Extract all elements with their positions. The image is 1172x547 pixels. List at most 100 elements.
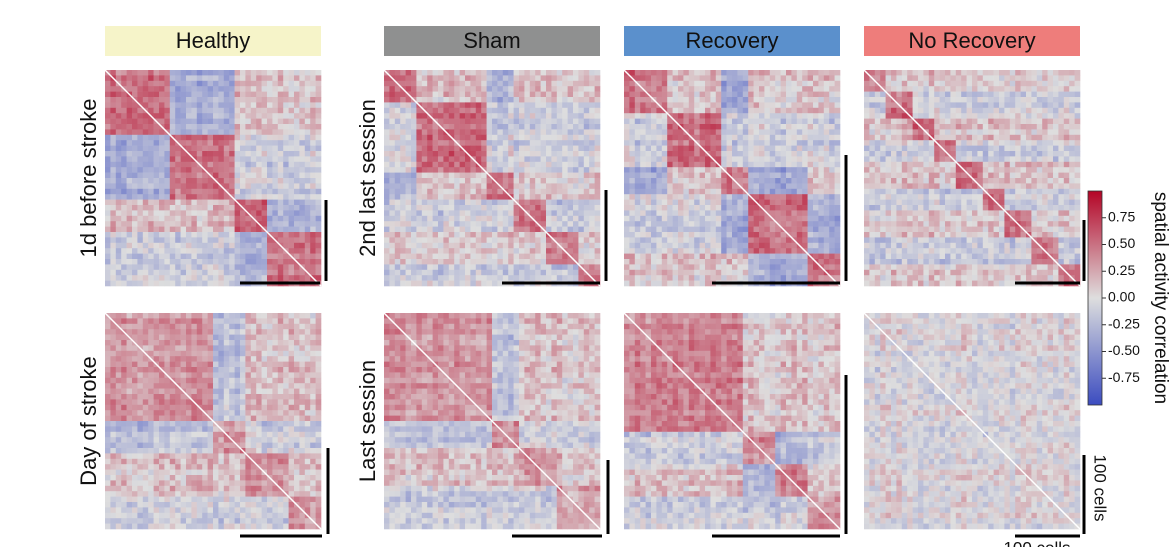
heatmap-cell	[304, 458, 311, 465]
heatmap-cell	[594, 248, 601, 254]
heatmap-cell	[594, 226, 601, 233]
heatmap-cell	[315, 156, 322, 163]
heatmap-cell	[223, 161, 230, 168]
heatmap-cell	[234, 475, 241, 481]
heatmap-cell	[459, 226, 466, 233]
heatmap-cell	[470, 129, 477, 136]
heatmap-cell	[481, 264, 487, 271]
heatmap-cell	[234, 253, 241, 260]
heatmap-cell	[394, 183, 401, 190]
heatmap-cell	[492, 210, 498, 217]
heatmap-cell	[529, 264, 536, 271]
heatmap-cell	[562, 151, 568, 157]
heatmap-cell	[126, 226, 133, 233]
heatmap-cell	[315, 91, 322, 98]
heatmap-cell	[261, 410, 268, 416]
heatmap-cell	[535, 91, 541, 98]
heatmap-cell	[267, 264, 273, 271]
heatmap-cell	[213, 523, 219, 530]
heatmap-cell	[256, 377, 262, 384]
heatmap-cell	[180, 480, 187, 487]
heatmap-cell	[110, 226, 117, 233]
heatmap-cell	[475, 226, 482, 233]
heatmap-cell	[540, 134, 547, 141]
heatmap-cell	[470, 329, 477, 335]
heatmap-cell	[567, 248, 574, 254]
heatmap-cell	[272, 124, 279, 130]
heatmap-cell	[562, 264, 568, 271]
heatmap-cell	[240, 156, 246, 163]
heatmap-cell	[556, 194, 563, 200]
heatmap-cell	[240, 345, 246, 352]
heatmap-cell	[256, 145, 262, 152]
heatmap-cell	[245, 118, 252, 125]
heatmap-cell	[459, 102, 466, 109]
heatmap-cell	[594, 221, 601, 227]
heatmap-cell	[202, 318, 208, 325]
heatmap-cell	[475, 178, 482, 184]
heatmap-cell	[486, 75, 493, 82]
heatmap-cell	[405, 210, 412, 217]
heatmap-cell	[283, 469, 289, 476]
heatmap-cell	[137, 242, 144, 249]
heatmap-cell	[310, 507, 316, 514]
heatmap-cell	[299, 253, 306, 260]
heatmap-cell	[223, 205, 230, 211]
heatmap-cell	[562, 205, 568, 211]
heatmap-cell	[186, 134, 192, 141]
heatmap-cell	[465, 75, 471, 82]
heatmap-cell	[159, 334, 165, 341]
heatmap-cell	[459, 275, 466, 281]
heatmap-cell	[191, 404, 198, 411]
heatmap-cell	[229, 475, 235, 481]
heatmap-cell	[465, 156, 471, 163]
heatmap-cell	[207, 226, 214, 233]
heatmap-cell	[272, 210, 279, 217]
heatmap-cell	[277, 383, 284, 389]
heatmap-cell	[562, 221, 568, 227]
heatmap-cell	[164, 410, 171, 416]
heatmap-cell	[454, 199, 460, 206]
heatmap-cell	[142, 388, 149, 395]
heatmap-cell	[524, 334, 531, 341]
heatmap-cell	[573, 107, 579, 114]
heatmap-cell	[502, 237, 509, 244]
heatmap-cell	[218, 421, 225, 427]
heatmap-cell	[529, 80, 536, 87]
heatmap-cell	[411, 242, 417, 249]
heatmap-cell	[261, 178, 268, 184]
heatmap-cell	[164, 80, 171, 87]
heatmap-cell	[240, 399, 246, 406]
heatmap-cell	[432, 80, 439, 87]
heatmap-cell	[234, 97, 241, 103]
heatmap-cell	[223, 367, 230, 373]
heatmap-cell	[213, 426, 219, 433]
heatmap-cell	[594, 215, 601, 222]
heatmap-cell	[492, 91, 498, 98]
heatmap-cell	[283, 264, 289, 271]
heatmap-cell	[191, 523, 198, 530]
heatmap-cell	[121, 280, 127, 287]
heatmap-cell	[283, 124, 289, 130]
heatmap-cell	[594, 167, 601, 173]
heatmap-cell	[137, 356, 144, 362]
heatmap-cell	[137, 210, 144, 217]
heatmap-cell	[481, 215, 487, 222]
heatmap-cell	[234, 248, 241, 254]
heatmap-cell	[202, 86, 208, 92]
heatmap-cell	[240, 75, 246, 82]
heatmap-cell	[578, 323, 585, 330]
heatmap-cell	[164, 275, 171, 281]
heatmap-cell	[310, 178, 316, 184]
heatmap-cell	[454, 107, 460, 114]
heatmap-cell	[256, 151, 262, 157]
heatmap-cell	[492, 102, 498, 109]
heatmap-cell	[475, 80, 482, 87]
heatmap-cell	[229, 426, 235, 433]
heatmap-cell	[207, 215, 214, 222]
heatmap-cell	[132, 275, 138, 281]
heatmap-cell	[256, 345, 262, 352]
heatmap-cell	[164, 232, 171, 238]
heatmap-cell	[105, 415, 111, 422]
heatmap-cell	[513, 323, 520, 330]
